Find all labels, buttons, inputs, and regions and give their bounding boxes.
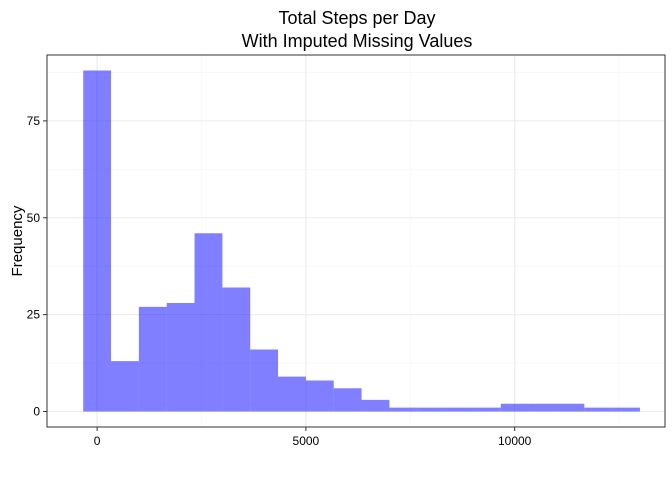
x-tick-label: 10000 [498, 434, 532, 448]
histogram-bar [250, 349, 279, 412]
y-tick-label: 0 [33, 405, 40, 419]
histogram-bar [83, 70, 112, 412]
histogram-bar [556, 403, 585, 412]
x-tick-label: 5000 [293, 434, 320, 448]
histogram-bar [472, 407, 501, 412]
histogram-bar [222, 287, 251, 412]
histogram-bar [194, 233, 223, 412]
histogram-bar [305, 380, 334, 412]
histogram-bar [333, 388, 362, 412]
y-axis-title: Frequency [9, 205, 26, 276]
x-tick-label: 0 [94, 434, 101, 448]
histogram-bar [584, 407, 613, 412]
histogram-bars [83, 70, 640, 412]
y-tick-label: 50 [27, 211, 41, 225]
y-tick-label: 75 [27, 114, 41, 128]
histogram-bar [612, 407, 640, 412]
histogram-bar [445, 407, 473, 412]
histogram-bar [138, 306, 167, 412]
histogram-bar [361, 399, 390, 412]
histogram-bar [417, 407, 446, 412]
chart-title-line-1: Total Steps per Day [278, 8, 435, 28]
x-axis-ticks: 0 5000 10000 [94, 427, 532, 448]
y-tick-label: 25 [27, 308, 41, 322]
chart-title-line-2: With Imputed Missing Values [242, 31, 473, 51]
panel-border [46, 54, 666, 428]
histogram-bar [111, 361, 139, 412]
histogram-bar [528, 403, 557, 412]
histogram-bar [500, 403, 529, 412]
histogram-bar [389, 407, 418, 412]
y-axis-ticks: 0 25 50 75 [27, 114, 47, 419]
histogram-bar [166, 303, 195, 412]
histogram-bar [278, 376, 306, 412]
